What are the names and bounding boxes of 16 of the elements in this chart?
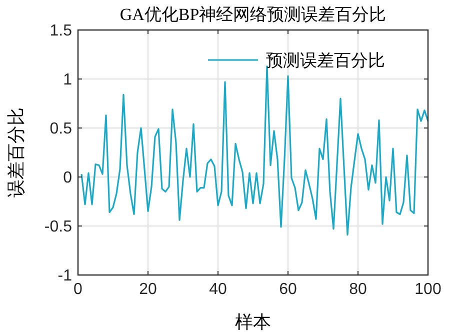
y-tick-label: -0.5 <box>44 218 72 236</box>
y-tick-label: -1 <box>58 268 72 285</box>
legend-label: 预测误差百分比 <box>266 50 385 70</box>
x-tick-label: 60 <box>279 281 297 298</box>
y-tick-label: 1 <box>63 72 72 89</box>
x-tick-label: 20 <box>139 281 157 298</box>
x-axis-title: 样本 <box>235 312 271 332</box>
x-tick-label: 40 <box>209 281 227 298</box>
chart-title: GA优化BP神经网络预测误差百分比 <box>120 5 386 24</box>
x-tick-label: 80 <box>349 281 367 298</box>
x-tick-label: 0 <box>74 281 83 298</box>
x-tick-label: 100 <box>414 281 442 298</box>
y-tick-label: 0 <box>63 170 72 187</box>
y-tick-label: 1.5 <box>50 22 72 40</box>
y-tick-label: 0.5 <box>50 120 72 138</box>
y-axis-title: 误差百分比 <box>6 108 26 198</box>
